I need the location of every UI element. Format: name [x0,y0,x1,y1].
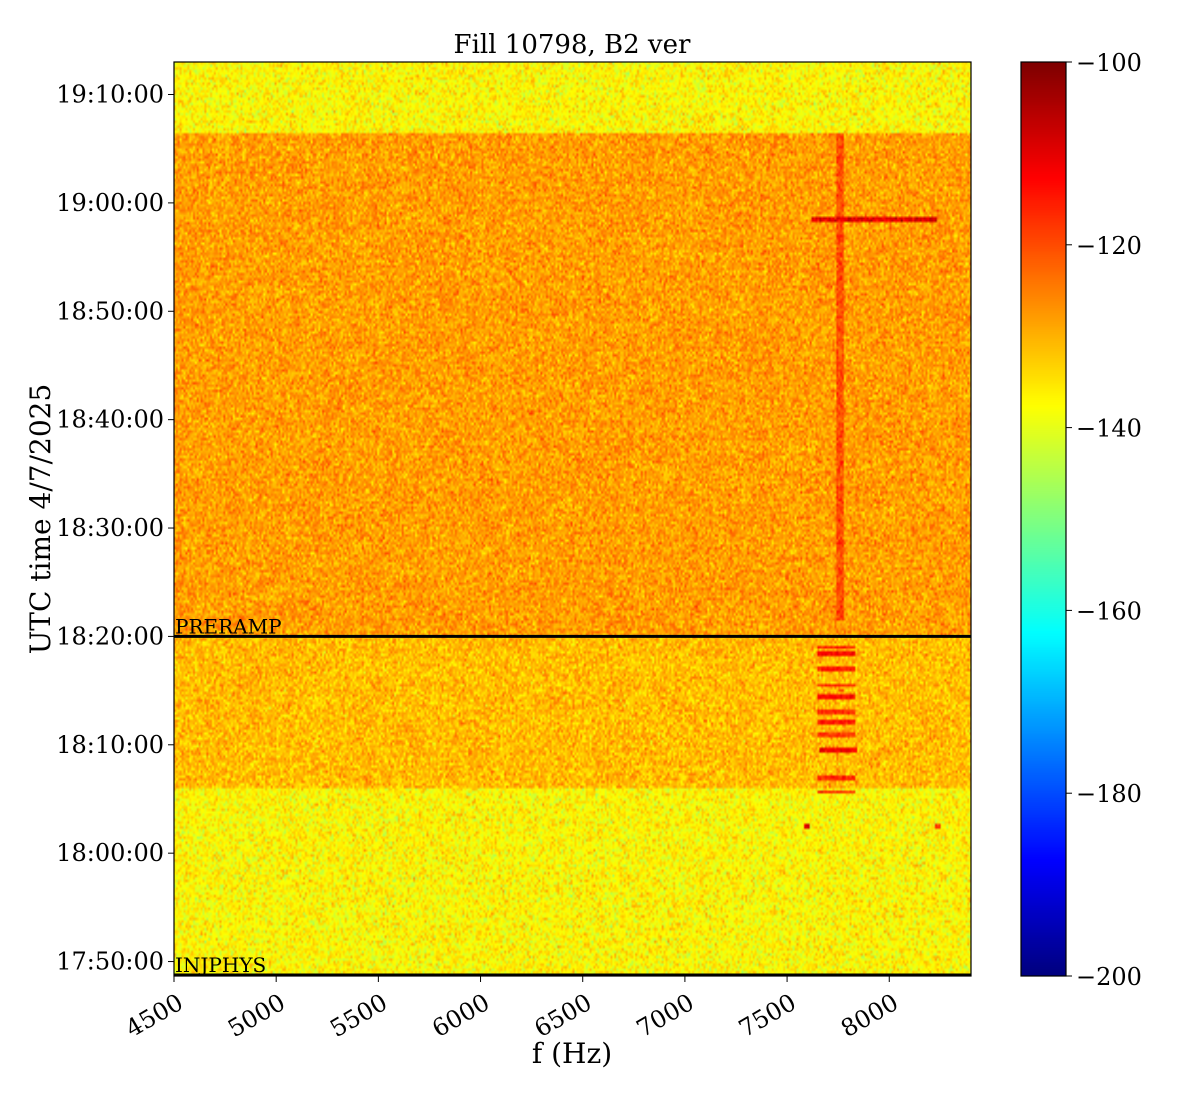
x-tick-label: 6000 [427,988,494,1043]
chart-title: Fill 10798, B2 ver [454,30,691,60]
x-tick-label: 7000 [632,988,699,1043]
colorbar-tick-label: −120 [1076,232,1142,260]
y-tick-label: 18:30:00 [56,514,164,542]
x-axis-label: f (Hz) [532,1037,612,1070]
y-tick-label: 18:50:00 [56,297,164,325]
event-marker-label: INJPHYS [175,953,266,977]
colorbar-ticks: −100 −120 −140 −160 −180 −200 [1066,49,1142,991]
x-tick-label: 5500 [325,988,392,1043]
y-tick-label: 18:00:00 [56,839,164,867]
plot-frame [173,61,972,977]
x-tick-label: 6500 [530,988,597,1043]
heatmap-plot-area: PRERAMP INJPHYS [173,61,972,977]
colorbar-tick-label: −200 [1076,963,1142,991]
colorbar-tick-label: −160 [1076,597,1142,625]
x-tick-label: 8000 [836,988,903,1043]
colorbar-gradient [1021,62,1066,976]
colorbar-tick-label: −180 [1076,780,1142,808]
y-tick-label: 17:50:00 [56,948,164,976]
y-axis-label: UTC time 4/7/2025 [24,384,57,655]
x-axis: 4500 5000 5500 6000 6500 7000 7500 8000 [121,976,903,1043]
y-tick-label: 18:20:00 [56,622,164,650]
event-marker-label: PRERAMP [175,614,282,638]
y-axis: 17:50:00 18:00:00 18:10:00 18:20:00 18:30:00… [56,81,174,976]
colorbar-frame [1020,61,1067,977]
heatmap-image [174,62,971,976]
x-tick-label: 5000 [223,988,290,1043]
y-tick-label: 18:40:00 [56,406,164,434]
x-tick-label: 4500 [121,988,188,1043]
colorbar-tick-label: −100 [1076,49,1142,77]
x-tick-label: 7500 [734,988,801,1043]
event-markers: PRERAMP INJPHYS [174,614,971,977]
y-tick-label: 18:10:00 [56,731,164,759]
colorbar-tick-label: −140 [1076,415,1142,443]
colorbar: −100 −120 −140 −160 −180 −200 [1020,49,1142,991]
y-tick-label: 19:00:00 [56,189,164,217]
y-tick-label: 19:10:00 [56,81,164,109]
